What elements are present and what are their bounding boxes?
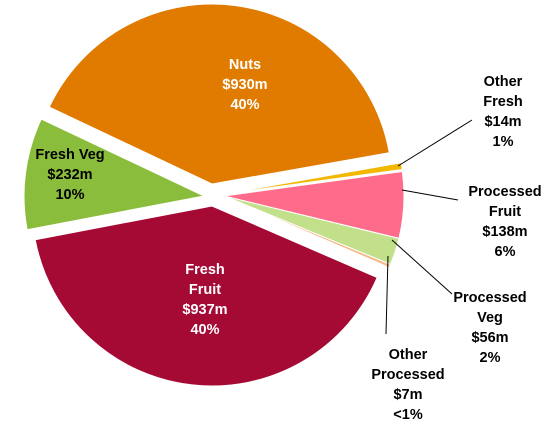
pie-slice <box>23 118 206 231</box>
slice-label: 10% <box>55 187 84 203</box>
slice-label: 40% <box>190 322 219 338</box>
slice-label: $14m <box>484 114 521 130</box>
slice-label: Processed <box>371 367 444 383</box>
slice-label: $7m <box>393 387 422 403</box>
slice-label: 1% <box>493 134 514 150</box>
pie-slice <box>34 205 378 387</box>
leader-line <box>385 255 389 335</box>
slice-label: Fruit <box>189 282 221 298</box>
slice-label: $138m <box>482 224 527 240</box>
slice-label: $232m <box>47 167 92 183</box>
leader-line <box>401 189 459 201</box>
slice-label: Nuts <box>229 57 261 73</box>
slice-label: $930m <box>222 77 267 93</box>
slice-label: 40% <box>230 97 259 113</box>
pie-slice <box>48 3 390 185</box>
slice-label: $56m <box>471 330 508 346</box>
slice-label: 6% <box>495 244 516 260</box>
slice-label: Processed <box>453 290 526 306</box>
slice-label: Fruit <box>489 204 521 220</box>
slice-label: Other <box>389 347 428 363</box>
slice-label: $937m <box>182 302 227 318</box>
slice-label: <1% <box>393 407 423 423</box>
slice-label: Veg <box>477 310 503 326</box>
pie-slice <box>223 162 403 195</box>
leader-line <box>397 119 473 167</box>
slice-label: 2% <box>480 350 501 366</box>
slice-label: Fresh <box>185 262 225 278</box>
pie-slice <box>223 195 392 269</box>
slice-label: Fresh Veg <box>35 147 104 163</box>
slice-label: Fresh <box>483 94 523 110</box>
leader-line <box>391 239 453 295</box>
slice-label: Processed <box>468 184 541 200</box>
slice-label: Other <box>484 74 523 90</box>
